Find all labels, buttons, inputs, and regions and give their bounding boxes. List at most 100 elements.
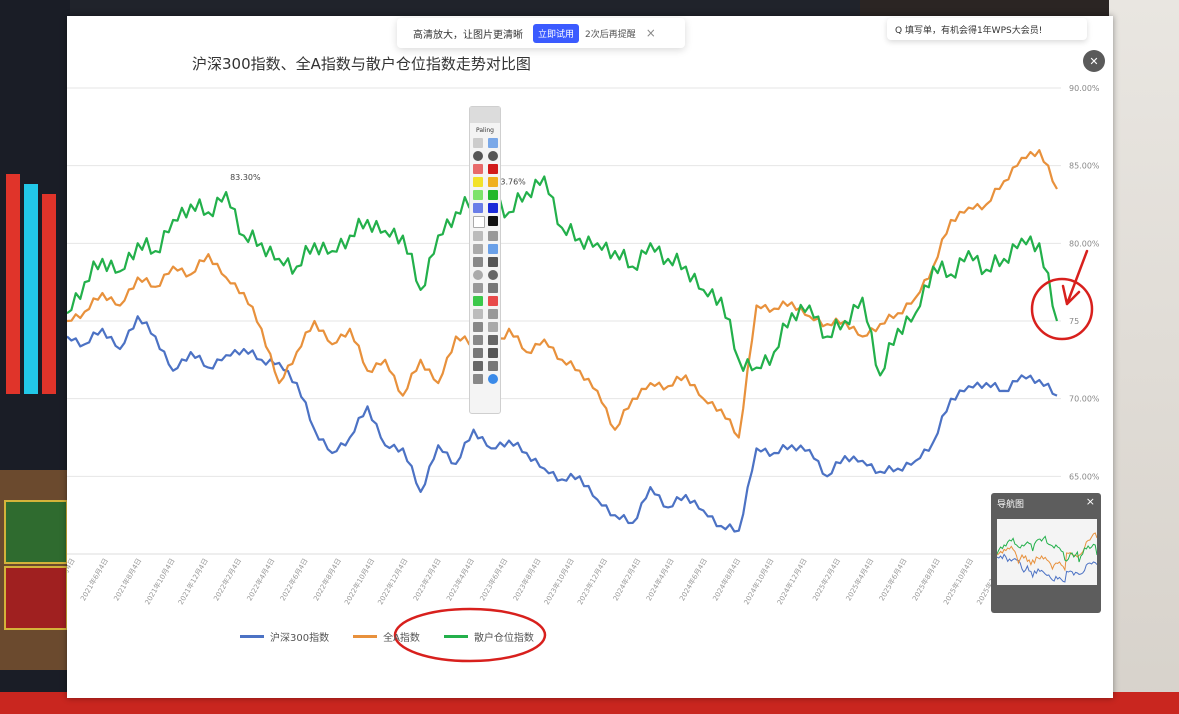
legend-item[interactable]: 全A指数 xyxy=(353,629,420,644)
x-tick-label: 2023年10月4日 xyxy=(542,557,576,607)
color-red-icon[interactable] xyxy=(488,164,498,174)
x-tick-label: 2024年10月4日 xyxy=(742,557,776,607)
chart-title: 沪深300指数、全A指数与散户仓位指数走势对比图 xyxy=(192,55,531,73)
x-tick-label: 2025年2月4日 xyxy=(810,557,842,603)
navigator-minimap[interactable]: 导航图 × xyxy=(991,493,1101,613)
x-tick-label: 2024年4月4日 xyxy=(644,557,676,603)
x-tick-label: 2025年6月4日 xyxy=(877,557,909,603)
save-icon[interactable] xyxy=(488,348,498,358)
x-tick-label: 2024年6月4日 xyxy=(677,557,709,603)
ellipse-tool-icon[interactable] xyxy=(473,270,483,280)
color-yellow-icon[interactable] xyxy=(473,177,483,187)
minimap-title: 导航图 xyxy=(997,500,1025,510)
toast-close-icon[interactable]: × xyxy=(645,26,656,40)
x-tick-label: 2022年10月4日 xyxy=(342,557,376,607)
frame-tool-icon[interactable] xyxy=(473,309,483,319)
pin-icon[interactable] xyxy=(488,296,498,306)
minimap-preview[interactable] xyxy=(996,519,1098,585)
line-chart: 90.00% 85.00% 80.00% 75 70.00% 65.00% 2021年4月4… xyxy=(67,84,1100,663)
legend-item[interactable]: 散户仓位指数 xyxy=(443,629,534,644)
arrow-tool-icon[interactable] xyxy=(488,244,498,254)
pen-blue-icon[interactable] xyxy=(488,138,498,148)
try-now-button[interactable]: 立即试用 xyxy=(533,23,580,43)
x-tick-label: 2025年10月4日 xyxy=(941,557,975,607)
x-tick-label: 2021年8月4日 xyxy=(112,557,144,603)
legend-swatch xyxy=(240,635,264,638)
x-tick-label: 2025年8月4日 xyxy=(910,557,942,603)
toolbox-label: Paling xyxy=(476,127,494,134)
brush-icon[interactable] xyxy=(488,231,498,241)
legend-item[interactable]: 沪深300指数 xyxy=(240,629,329,644)
delete-icon[interactable] xyxy=(488,335,498,345)
x-tick-label: 2022年6月4日 xyxy=(278,557,310,603)
data-label: 83.30% xyxy=(230,173,261,182)
color-blue-icon[interactable] xyxy=(488,203,498,213)
rect-tool-icon[interactable] xyxy=(473,257,483,267)
color-green-icon[interactable] xyxy=(488,190,498,200)
eraser-icon[interactable] xyxy=(473,231,483,241)
x-tick-label: 2023年8月4日 xyxy=(511,557,543,603)
copy-icon[interactable] xyxy=(473,348,483,358)
color-red-light-icon[interactable] xyxy=(473,164,483,174)
x-tick-label: 2025年4月4日 xyxy=(844,557,876,603)
color-blue-light-icon[interactable] xyxy=(473,203,483,213)
line-tool-icon[interactable] xyxy=(473,244,483,254)
dot-large-icon[interactable] xyxy=(488,151,498,161)
x-tick-label: 2023年12月4日 xyxy=(575,557,609,607)
legend-label: 沪深300指数 xyxy=(270,633,330,644)
background-top-screen xyxy=(70,0,860,16)
x-tick-label: 2024年8月4日 xyxy=(711,557,743,603)
legend-label: 全A指数 xyxy=(383,633,420,644)
grid-icon[interactable] xyxy=(473,374,483,384)
viewer-close-icon[interactable]: ✕ xyxy=(1083,50,1105,72)
select-tool-icon[interactable] xyxy=(488,309,498,319)
x-tick-label: 2021年10月4日 xyxy=(143,557,177,607)
ellipse-fill-tool-icon[interactable] xyxy=(488,270,498,280)
background-shelf xyxy=(0,470,70,670)
image-icon[interactable] xyxy=(488,361,498,371)
series-line xyxy=(67,175,1059,377)
dash-tool-icon[interactable] xyxy=(473,283,483,293)
toolbox-header[interactable] xyxy=(470,107,500,123)
series-line xyxy=(67,149,1058,439)
color-green-light-icon[interactable] xyxy=(473,190,483,200)
data-label: 83.76% xyxy=(495,178,526,187)
color-orange-icon[interactable] xyxy=(488,177,498,187)
drawing-toolbox[interactable]: Paling xyxy=(469,106,501,414)
dot-small-icon[interactable] xyxy=(473,151,483,161)
survey-tip[interactable]: Q 填写单，有机会得1年WPS大会员! xyxy=(887,18,1087,40)
x-tick-label: 2022年12月4日 xyxy=(376,557,410,607)
color-white-icon[interactable] xyxy=(473,216,485,228)
minimap-chart xyxy=(996,532,1098,583)
x-tick-label: 2023年6月4日 xyxy=(478,557,510,603)
camera-icon[interactable] xyxy=(473,361,483,371)
undo-icon[interactable] xyxy=(473,335,483,345)
y-tick-label: 80.00% xyxy=(1069,239,1100,248)
remind-later-link[interactable]: 2次后再提醒 xyxy=(585,29,636,40)
color-black-icon[interactable] xyxy=(488,216,498,226)
x-tick-label: 2024年2月4日 xyxy=(611,557,643,603)
rect-fill-tool-icon[interactable] xyxy=(488,257,498,267)
legend-swatch xyxy=(443,635,468,638)
upscale-toast: 高清放大，让图片更清晰 立即试用 2次后再提醒 × xyxy=(397,18,685,48)
y-tick-label: 90.00% xyxy=(1069,84,1100,93)
y-tick-label: 85.00% xyxy=(1069,162,1100,171)
x-tick-label: 2021年4月4日 xyxy=(67,557,77,603)
x-tick-label: 2021年6月4日 xyxy=(78,557,110,603)
minus-icon[interactable] xyxy=(488,322,498,332)
move-icon[interactable] xyxy=(473,322,483,332)
chart-legend: 沪深300指数 全A指数 散户仓位指数 xyxy=(240,629,534,644)
series-line xyxy=(67,315,1058,533)
y-tick-label: 70.00% xyxy=(1069,395,1100,404)
pen-small-icon[interactable] xyxy=(473,138,483,148)
legend-label: 散户仓位指数 xyxy=(473,633,534,644)
check-icon[interactable] xyxy=(473,296,483,306)
minimap-series-line xyxy=(996,535,1098,563)
minimap-close-icon[interactable]: × xyxy=(1085,495,1095,508)
text-tool-icon[interactable] xyxy=(488,283,498,293)
toast-message: 高清放大，让图片更清晰 xyxy=(413,29,523,41)
chart-viewer-panel: 沪深300指数、全A指数与散户仓位指数走势对比图 高清放大，让图片更清晰 立即试… xyxy=(67,16,1113,698)
x-tick-label: 2021年12月4日 xyxy=(176,557,210,607)
x-tick-label: 2024年12月4日 xyxy=(775,557,809,607)
help-icon[interactable] xyxy=(488,374,498,384)
